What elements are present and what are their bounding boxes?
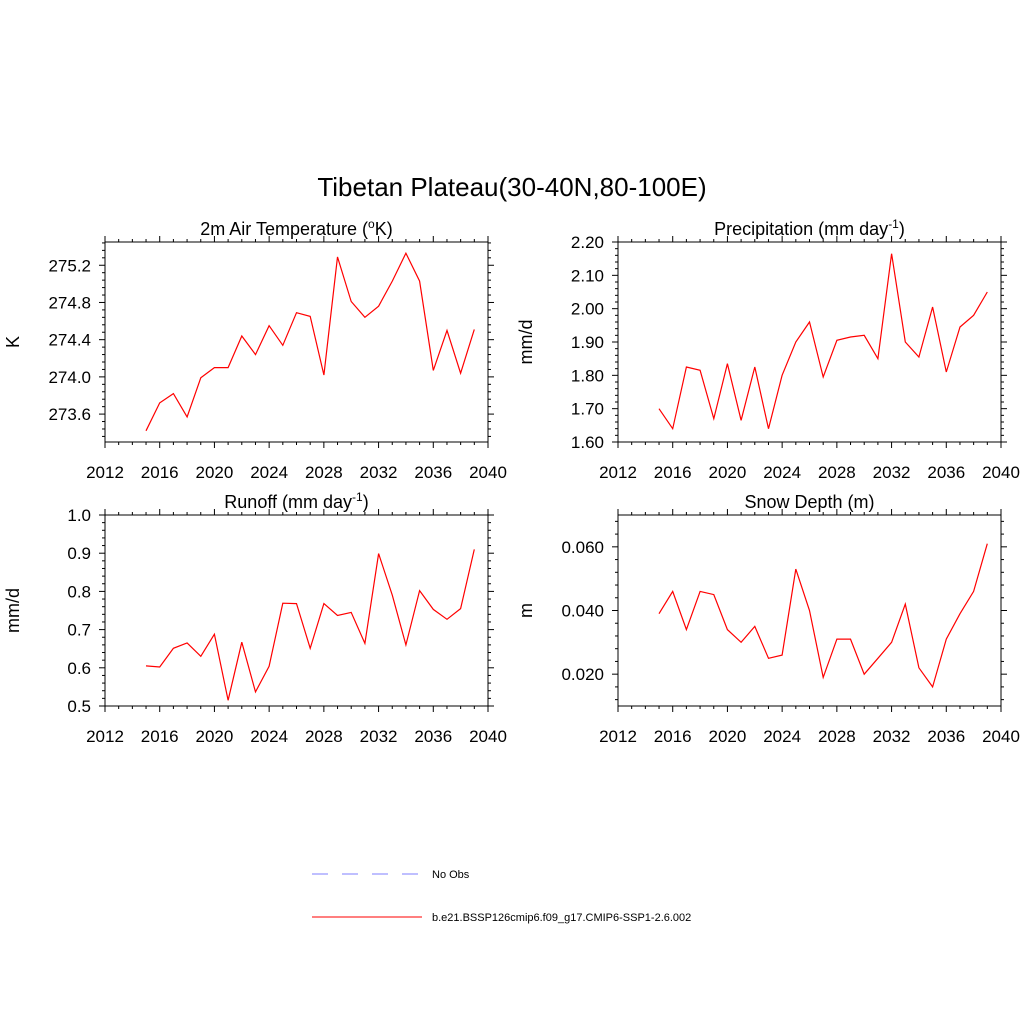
y-tick-label: 1.0 <box>67 506 91 525</box>
y-axis-label: mm/d <box>3 588 23 633</box>
y-tick-label: 273.6 <box>48 405 91 424</box>
panel-runoff: 2012 2016 2020 2024 2028 2032 2036 2040 0.5 0.6 0.… <box>3 490 507 746</box>
x-tick-label: 2040 <box>982 727 1020 746</box>
x-tick-label: 2028 <box>305 727 343 746</box>
x-tick-label: 2028 <box>818 727 856 746</box>
y-tick-label: 0.9 <box>67 544 91 563</box>
x-tick-label: 2012 <box>599 463 637 482</box>
x-tick-label: 2032 <box>360 727 398 746</box>
x-tick-label: 2012 <box>599 727 637 746</box>
legend: No Obs b.e21.BSSP126cmip6.f09_g17.CMIP6-… <box>312 869 691 924</box>
plot-frame <box>617 241 1002 443</box>
panel-title: Runoff (mm day-1) <box>224 490 368 512</box>
y-tick-label: 274.0 <box>48 368 91 387</box>
x-tick-label: 2032 <box>873 727 911 746</box>
panel-title: Precipitation (mm day-1) <box>714 217 905 239</box>
panels: 2012 2016 2020 2024 2028 2032 2036 2040 273.6 274… <box>3 217 1020 746</box>
x-tick-label: 2028 <box>305 463 343 482</box>
panel-precipitation: 2012 2016 2020 2024 2028 2032 2036 2040 1.60 1.70… <box>516 217 1020 482</box>
panel-air-temperature: 2012 2016 2020 2024 2028 2032 2036 2040 273.6 274… <box>3 217 507 482</box>
y-tick-label: 275.2 <box>48 256 91 275</box>
x-tick-label: 2016 <box>654 463 692 482</box>
x-tick-label: 2016 <box>141 463 179 482</box>
y-tick-label: 2.10 <box>571 266 604 285</box>
x-tick-label: 2040 <box>982 463 1020 482</box>
series-line <box>658 543 988 689</box>
y-tick-label: 1.60 <box>571 433 604 452</box>
y-tick-label: 2.20 <box>571 233 604 252</box>
figure-title: Tibetan Plateau(30-40N,80-100E) <box>317 172 706 202</box>
legend-label-no-obs: No Obs <box>432 869 470 881</box>
y-tick-label: 1.80 <box>571 366 604 385</box>
y-tick-label: 0.8 <box>67 582 91 601</box>
plot-frame <box>104 514 489 707</box>
x-tick-label: 2020 <box>196 463 234 482</box>
plot-frame <box>104 241 489 443</box>
x-tick-label: 2020 <box>709 463 747 482</box>
x-tick-label: 2040 <box>469 463 507 482</box>
y-tick-label: 0.040 <box>561 602 604 621</box>
x-tick-label: 2016 <box>141 727 179 746</box>
x-tick-label: 2036 <box>414 727 452 746</box>
legend-label-model: b.e21.BSSP126cmip6.f09_g17.CMIP6-SSP1-2.… <box>432 912 691 924</box>
y-tick-label: 0.020 <box>561 665 604 684</box>
y-tick-label: 274.4 <box>48 331 91 350</box>
y-axis-label: mm/d <box>516 320 536 365</box>
y-axis-label: K <box>3 336 23 348</box>
y-axis-label: m <box>516 603 536 618</box>
y-tick-label: 0.6 <box>67 659 91 678</box>
x-tick-label: 2032 <box>360 463 398 482</box>
x-tick-label: 2020 <box>196 727 234 746</box>
x-tick-label: 2024 <box>250 727 288 746</box>
series-line <box>658 253 988 431</box>
y-tick-label: 1.90 <box>571 333 604 352</box>
y-tick-label: 2.00 <box>571 300 604 319</box>
x-tick-label: 2020 <box>709 727 747 746</box>
y-tick-label: 0.060 <box>561 538 604 557</box>
x-tick-label: 2028 <box>818 463 856 482</box>
x-tick-label: 2036 <box>927 463 965 482</box>
x-tick-label: 2024 <box>763 463 801 482</box>
x-tick-label: 2024 <box>763 727 801 746</box>
panel-title: 2m Air Temperature (oK) <box>200 217 392 239</box>
x-tick-label: 2040 <box>469 727 507 746</box>
panel-title: Snow Depth (m) <box>744 492 874 512</box>
x-tick-label: 2032 <box>873 463 911 482</box>
x-tick-label: 2012 <box>86 463 124 482</box>
series-line <box>145 251 475 432</box>
x-tick-label: 2016 <box>654 727 692 746</box>
y-tick-label: 0.7 <box>67 621 91 640</box>
x-tick-label: 2024 <box>250 463 288 482</box>
panel-snow-depth: 2012 2016 2020 2024 2028 2032 2036 2040 0.020 0.0… <box>516 492 1020 746</box>
x-tick-label: 2012 <box>86 727 124 746</box>
series-line <box>145 549 475 701</box>
x-tick-label: 2036 <box>927 727 965 746</box>
y-tick-label: 1.70 <box>571 400 604 419</box>
x-tick-label: 2036 <box>414 463 452 482</box>
y-tick-label: 0.5 <box>67 697 91 716</box>
y-tick-label: 274.8 <box>48 293 91 312</box>
